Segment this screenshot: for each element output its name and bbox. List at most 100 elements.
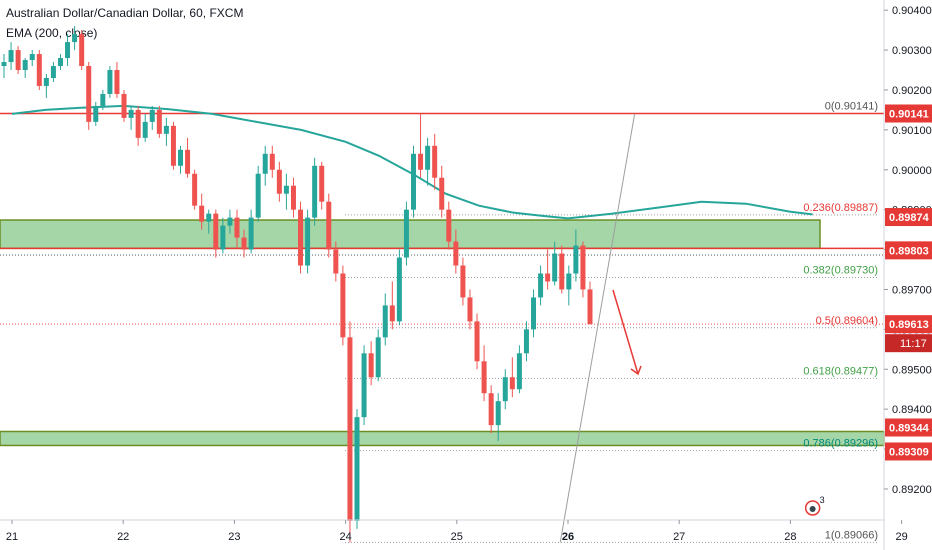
x-tick-label: 26	[562, 531, 574, 543]
x-tick-label: 21	[6, 531, 18, 543]
candle-body	[354, 417, 360, 521]
candle-body	[418, 153, 424, 170]
candle-body	[100, 93, 106, 106]
x-tick-label: 25	[451, 531, 463, 543]
x-tick-label: 27	[673, 531, 685, 543]
candle-body	[368, 353, 374, 378]
candle-body	[319, 165, 325, 202]
candle-body	[312, 165, 318, 218]
candle-body	[178, 149, 184, 166]
candle-body	[269, 153, 275, 170]
fib-label: 0(0.90141)	[825, 101, 878, 113]
candle-body	[185, 149, 191, 174]
y-tick-label: 0.90000	[892, 165, 932, 177]
y-tick-label: 0.89500	[892, 364, 932, 376]
candle-body	[347, 337, 353, 521]
projection-arrow	[612, 289, 639, 375]
countdown-tag	[885, 334, 932, 353]
x-tick-label: 28	[784, 531, 796, 543]
candle-body	[199, 205, 205, 222]
candle-body	[72, 34, 78, 43]
drawings	[559, 113, 642, 543]
event-flag-dot	[809, 506, 816, 512]
candle-body	[573, 245, 579, 274]
candle-body	[22, 60, 28, 71]
candle-body	[36, 54, 42, 86]
candle-body	[283, 185, 289, 194]
price-axis[interactable]: 0.904000.903000.902000.901000.900000.899…	[883, 0, 932, 550]
fib-label: 0.382(0.89730)	[803, 264, 878, 276]
candle-body	[403, 209, 409, 258]
candle-body	[135, 109, 141, 138]
candle-body	[559, 253, 565, 290]
candle-body	[255, 173, 261, 218]
candle-body	[15, 50, 21, 71]
price-tag	[885, 418, 932, 437]
candle-body	[361, 353, 367, 418]
chart-title: Australian Dollar/Canadian Dollar, 60, F…	[6, 6, 244, 20]
candle-body	[396, 257, 402, 322]
candle-body	[276, 169, 282, 194]
x-tick-label: 24	[339, 531, 351, 543]
candle-body	[220, 225, 226, 250]
candle-body	[156, 109, 162, 134]
candle-body	[531, 297, 537, 330]
candle-body	[375, 337, 381, 378]
candle-body	[580, 245, 586, 290]
candle-body	[163, 125, 169, 134]
candle-body	[234, 217, 240, 238]
candle-body	[488, 393, 494, 426]
candle-body	[213, 213, 219, 250]
candle-body	[43, 77, 49, 86]
candle-body	[170, 125, 176, 166]
candle-body	[8, 50, 14, 63]
candle-body	[192, 173, 198, 206]
price-tag-text: 0.90141	[889, 109, 929, 121]
countdown-text: 11:17	[900, 338, 927, 350]
candle-body	[1, 62, 7, 67]
candle-body	[509, 377, 515, 390]
support-resistance-zones	[0, 219, 885, 447]
candle-body	[149, 109, 155, 122]
candle-body	[516, 353, 522, 390]
candle-body	[474, 321, 480, 362]
last-price-tag	[885, 315, 932, 334]
candle-body	[227, 217, 233, 226]
candle-body	[425, 145, 431, 170]
candle-body	[248, 217, 254, 250]
candle-body	[495, 401, 501, 426]
price-tag-text: 0.89803	[889, 245, 929, 257]
price-tag	[885, 208, 932, 227]
candle-body	[439, 177, 445, 210]
economic-events: 32592	[804, 495, 825, 516]
candle-body	[389, 305, 395, 322]
candle-body	[326, 201, 332, 250]
fib-label: 0.618(0.89477)	[803, 365, 878, 377]
candle-body	[121, 93, 127, 118]
y-tick-label: 0.90200	[892, 85, 932, 97]
y-tick-label: 0.89400	[892, 404, 932, 416]
candle-body	[467, 297, 473, 322]
candle-body	[298, 209, 304, 266]
candle-body	[446, 209, 452, 242]
candle-body	[333, 249, 339, 274]
candle-body	[587, 289, 593, 325]
fib-label: 0.5(0.89604)	[816, 315, 878, 327]
candle-body	[79, 34, 85, 67]
price-tag	[885, 104, 932, 123]
candle-body	[382, 305, 388, 338]
y-tick-label: 0.89700	[892, 284, 932, 296]
candle-body	[57, 58, 63, 67]
candle-body	[290, 185, 296, 210]
x-tick-label: 29	[895, 531, 907, 543]
fibonacci-retracement: 0(0.90141) 0.236(0.89887) 0.382(0.89730) 0.…	[345, 101, 879, 543]
ema-200-line	[11, 104, 813, 220]
candle-body	[142, 121, 148, 138]
time-axis[interactable]: 21222324252627282930	[0, 519, 932, 543]
candle-body	[552, 253, 558, 282]
last-price-tag-text: 0.89613	[889, 319, 929, 331]
candle-body	[432, 145, 438, 178]
ema-line	[11, 104, 813, 220]
support-zone	[0, 430, 885, 447]
